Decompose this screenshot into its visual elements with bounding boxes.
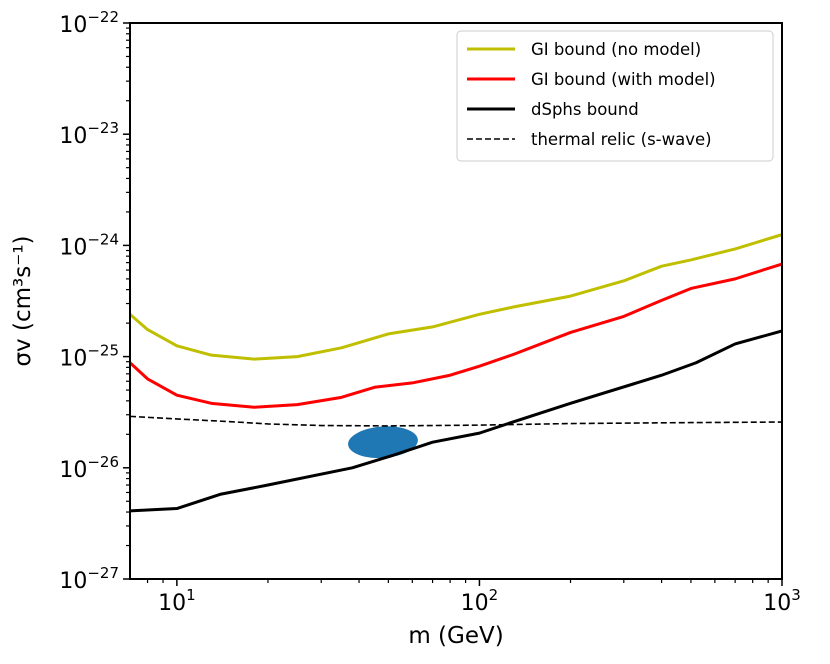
- series-line-dsphs-bound: [130, 329, 782, 513]
- y-tick-label: 10−27: [59, 564, 119, 594]
- legend-label: GI bound (no model): [531, 40, 701, 59]
- best-fit-region: [348, 426, 418, 459]
- y-axis-label: σv (cm³s⁻¹): [10, 235, 36, 366]
- legend-label: thermal relic (s-wave): [531, 130, 712, 149]
- y-tick-label: 10−25: [59, 342, 119, 372]
- x-tick-label: 101: [158, 586, 196, 616]
- x-axis-label: m (GeV): [408, 623, 503, 649]
- series-line-gi-bound-with-model: [130, 262, 782, 409]
- legend-label: dSphs bound: [531, 100, 639, 119]
- y-tick-label: 10−22: [59, 8, 119, 38]
- y-tick-label: 10−26: [59, 453, 119, 483]
- series-line-thermal-relic-s-wave: [130, 415, 782, 427]
- x-tick-label: 102: [461, 586, 499, 616]
- legend-box: [456, 30, 774, 162]
- y-tick-label: 10−24: [59, 230, 119, 260]
- legend: GI bound (no model) GI bound (with model)…: [456, 30, 774, 162]
- x-tick-label: 103: [763, 586, 801, 616]
- plot-frame: [129, 22, 783, 580]
- plot-area: [130, 233, 782, 513]
- series-line-gi-bound-no-model: [130, 233, 782, 361]
- y-tick-label: 10−23: [59, 119, 119, 149]
- legend-label: GI bound (with model): [531, 70, 716, 89]
- axes: 101 102 103 10−27 10−26 10−25 10−24 10−23 10−22 m…: [10, 8, 801, 649]
